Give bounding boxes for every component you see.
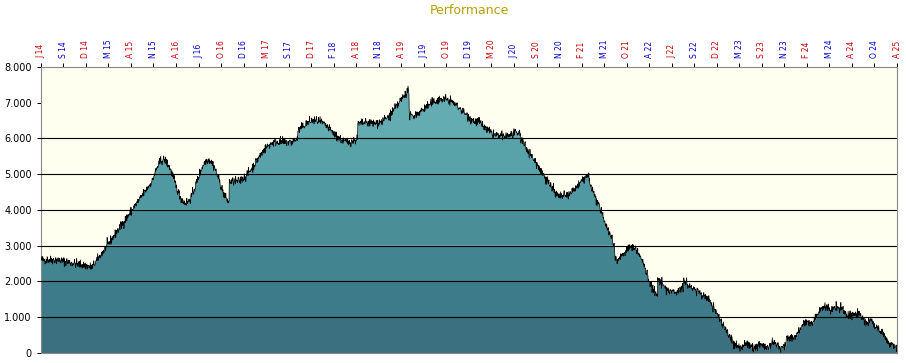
Title: Performance: Performance — [429, 4, 509, 17]
